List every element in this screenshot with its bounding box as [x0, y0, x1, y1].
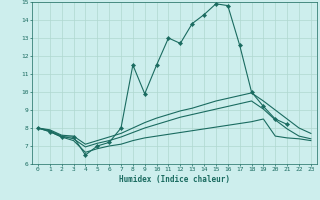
X-axis label: Humidex (Indice chaleur): Humidex (Indice chaleur)	[119, 175, 230, 184]
